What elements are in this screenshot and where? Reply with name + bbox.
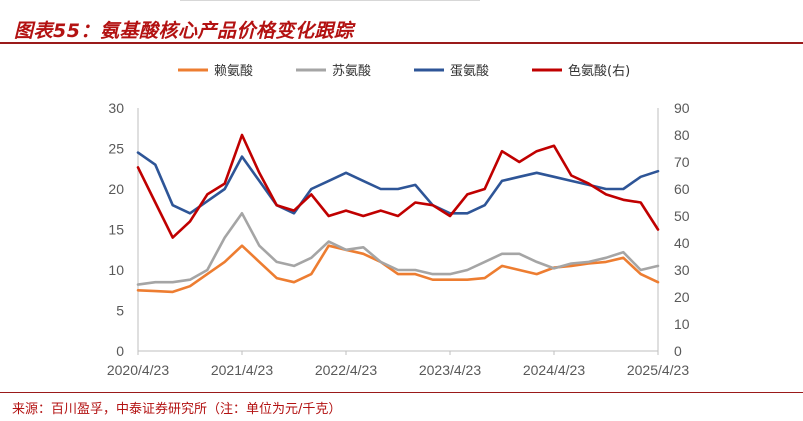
cropped-text-edge	[180, 0, 480, 5]
y-left-tick-label: 20	[108, 181, 124, 197]
y-right-tick-label: 30	[674, 262, 690, 278]
footer-divider	[0, 392, 803, 393]
legend-label: 色氨酸(右)	[568, 63, 630, 79]
y-right-tick-label: 40	[674, 235, 690, 251]
series-line	[136, 212, 660, 286]
y-right-tick-label: 70	[674, 154, 690, 170]
y-right-tick-label: 20	[674, 289, 690, 305]
x-tick-label: 2023/4/23	[419, 362, 481, 378]
legend-label: 苏氨酸	[332, 63, 371, 79]
y-left-tick-label: 10	[108, 262, 124, 278]
y-right-tick-label: 90	[674, 100, 690, 116]
series-line	[136, 244, 660, 294]
y-left-tick-label: 25	[108, 141, 124, 157]
y-right-tick-label: 10	[674, 316, 690, 332]
y-right-tick-label: 50	[674, 208, 690, 224]
y-right-tick-label: 80	[674, 127, 690, 143]
series-line	[136, 133, 660, 239]
y-left-tick-label: 0	[116, 343, 124, 359]
chart-series	[136, 133, 660, 294]
y-left-tick-label: 30	[108, 100, 124, 116]
y-right-tick-label: 60	[674, 181, 690, 197]
y-left-tick-label: 5	[116, 303, 124, 319]
y-right-tick-label: 0	[674, 343, 682, 359]
x-tick-label: 2020/4/23	[107, 362, 169, 378]
y-left-tick-label: 15	[108, 222, 124, 238]
series-line	[136, 151, 660, 215]
chart-axes: 0 5 10 15 20 25 30 0 10 20 30 40 50 60 70 80 90 2020/4/23…	[107, 100, 690, 378]
chart-title: 图表55：氨基酸核心产品价格变化跟踪	[14, 20, 354, 42]
line-chart: 赖氨酸 苏氨酸 蛋氨酸 色氨酸(右) 0 5 10 15 20 25 30 0 10 20 30 40 50 6…	[107, 63, 690, 378]
x-tick-label: 2025/4/23	[627, 362, 689, 378]
title-bar: 图表55：氨基酸核心产品价格变化跟踪	[0, 12, 803, 44]
legend-label: 蛋氨酸	[450, 64, 489, 79]
source-note: 来源：百川盈孚，中泰证券研究所（注：单位为元/千克）	[12, 402, 342, 417]
x-tick-label: 2024/4/23	[523, 362, 585, 378]
x-tick-label: 2022/4/23	[315, 362, 377, 378]
chart-legend: 赖氨酸 苏氨酸 蛋氨酸 色氨酸(右)	[178, 63, 630, 79]
legend-label: 赖氨酸	[214, 64, 253, 79]
x-tick-label: 2021/4/23	[211, 362, 273, 378]
